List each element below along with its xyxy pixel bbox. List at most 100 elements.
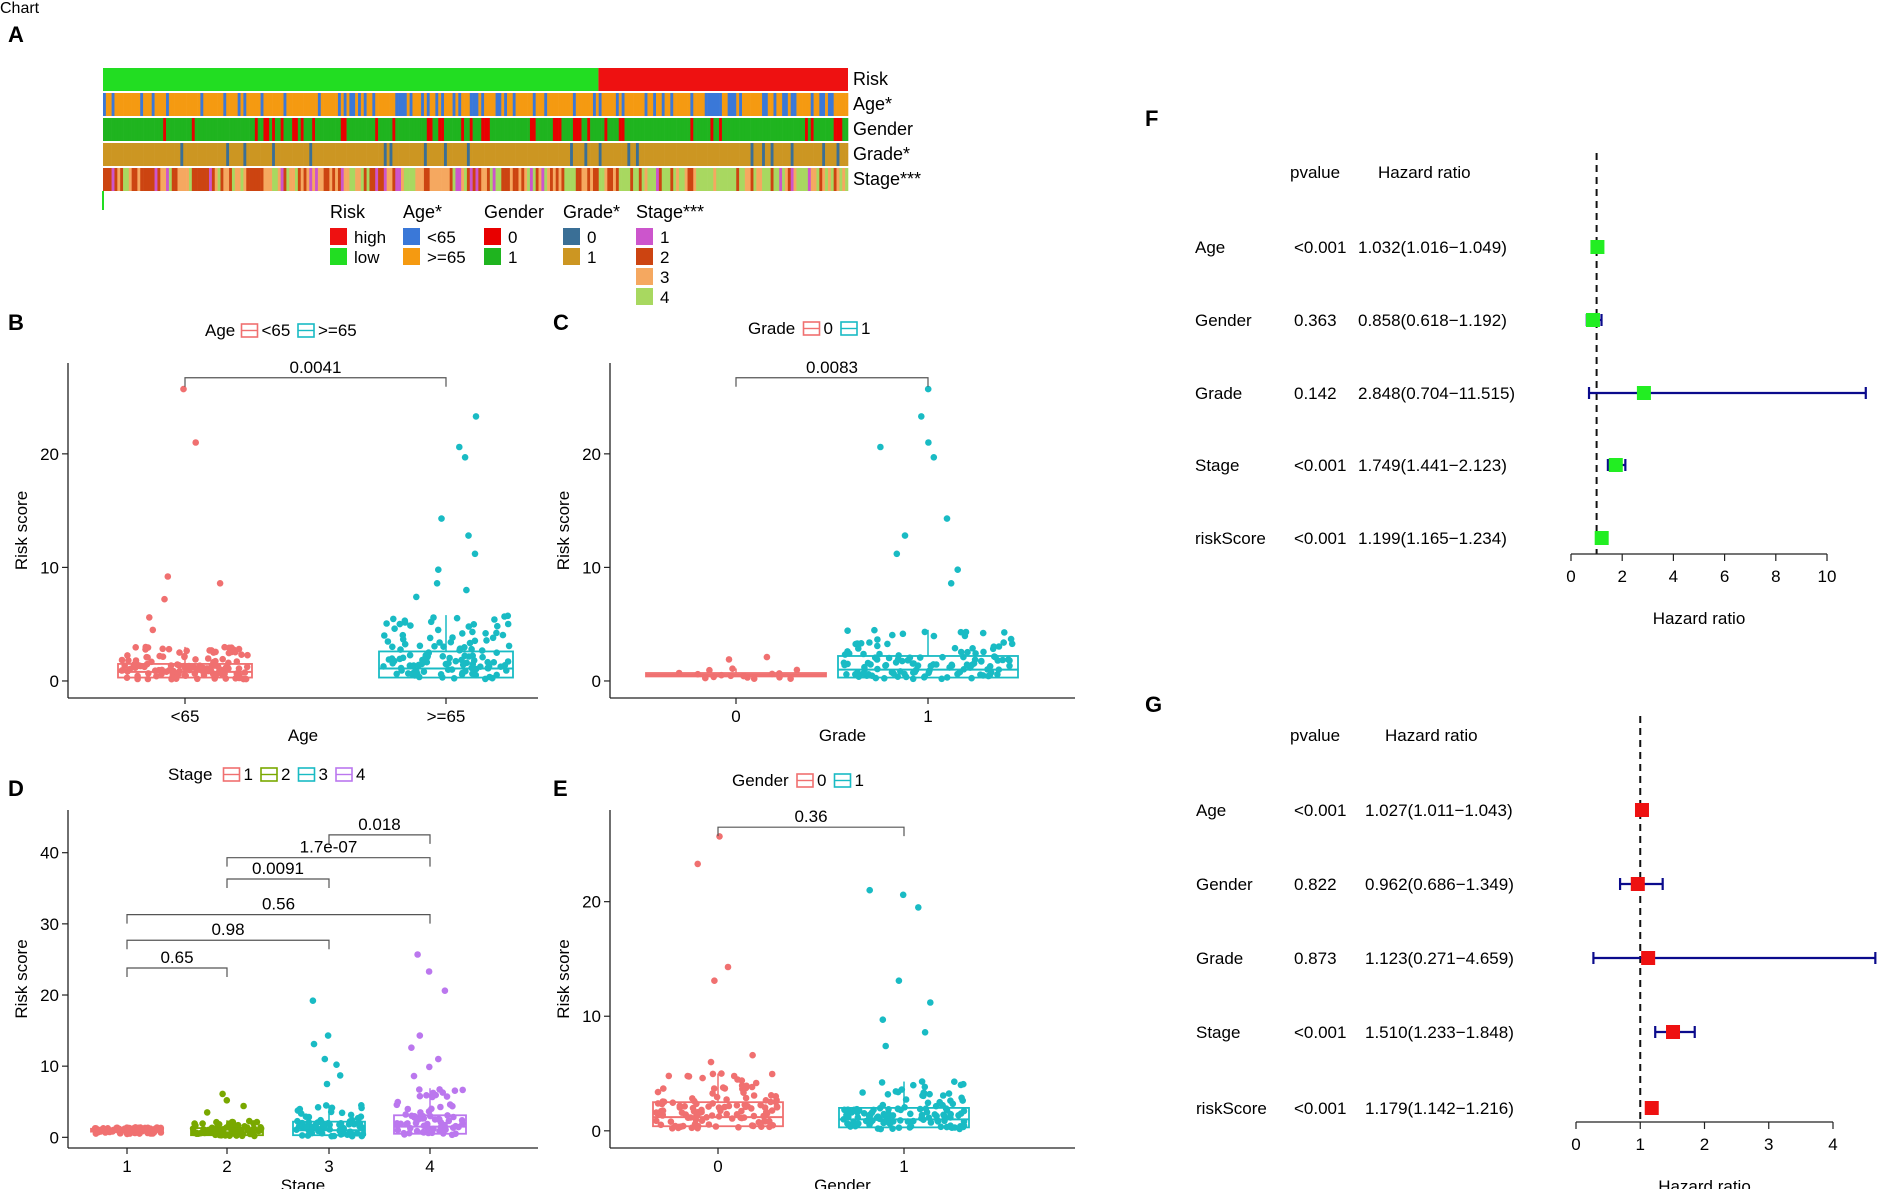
forest-row-hr: 2.848(0.704−11.515) — [1358, 384, 1515, 403]
heatmap-cell-gender — [481, 118, 485, 141]
data-point — [199, 1120, 206, 1127]
heatmap-cell-grade — [527, 143, 531, 166]
heatmap-cell-grade — [117, 143, 121, 166]
heatmap-cell-age — [819, 93, 823, 116]
data-point — [865, 671, 872, 678]
y-tick-label: 20 — [582, 893, 601, 912]
heatmap-cell-age — [229, 93, 233, 116]
data-point — [194, 675, 201, 683]
heatmap-cell-gender — [360, 118, 365, 141]
heatmap-cell-age — [567, 93, 571, 116]
heatmap-cell-stage — [567, 168, 571, 191]
heatmap-cell-age — [501, 93, 505, 116]
heatmap-cell-grade — [234, 143, 238, 166]
data-point — [437, 671, 445, 678]
heatmap-cell-gender — [346, 118, 350, 141]
heatmap-cell-grade — [472, 143, 476, 166]
heatmap-cell-gender — [372, 118, 376, 141]
outlier-point — [724, 963, 732, 971]
heatmap-cell-age — [475, 93, 479, 116]
heatmap-cell-gender — [358, 118, 362, 141]
data-point — [919, 1092, 926, 1099]
heatmap-cell-grade — [415, 143, 419, 166]
heatmap-cell-grade — [292, 143, 296, 166]
data-point — [709, 1070, 717, 1078]
heatmap-cell-grade — [134, 143, 138, 166]
heatmap-cell-gender — [217, 118, 221, 141]
comparison-bracket — [717, 826, 905, 837]
heatmap-cell-grade — [782, 143, 786, 166]
data-point — [459, 1086, 467, 1094]
heatmap-legend-label: 1 — [660, 228, 669, 247]
heatmap-cell-stage — [423, 168, 428, 191]
data-point — [865, 1113, 873, 1120]
heatmap-cell-stage — [283, 168, 287, 191]
heatmap-cell-stage — [452, 168, 456, 191]
data-point — [860, 1110, 868, 1117]
heatmap-cell-age — [309, 93, 313, 116]
heatmap-cell-grade — [148, 143, 153, 166]
heatmap-cell-stage — [180, 168, 184, 191]
data-point — [423, 1092, 430, 1099]
heatmap-cell-grade — [432, 143, 436, 166]
heatmap-cell-grade — [378, 143, 382, 166]
heatmap-cell-grade — [547, 143, 551, 166]
data-point — [491, 616, 498, 623]
heatmap-cell-grade — [300, 143, 304, 166]
data-point — [482, 630, 489, 637]
heatmap-cell-gender — [598, 118, 602, 141]
heatmap-cell-age — [280, 93, 284, 116]
heatmap-cell-grade — [647, 143, 651, 166]
outlier-point — [924, 385, 932, 393]
outlier-point — [416, 1032, 424, 1039]
legend-label: 1 — [855, 771, 864, 790]
box-iqr — [393, 1114, 467, 1135]
heatmap-cell-grade — [621, 143, 625, 166]
heatmap-cell-stage — [309, 168, 313, 191]
heatmap-legend-swatch — [636, 228, 653, 245]
heatmap-cell-gender — [484, 118, 488, 141]
heatmap-cell-age — [409, 93, 413, 116]
heatmap-cell-gender — [326, 118, 330, 141]
heatmap-cell-gender — [529, 118, 534, 141]
heatmap-legend-label: 1 — [587, 248, 596, 267]
heatmap-cell-gender — [816, 118, 820, 141]
heatmap-cell-stage — [650, 168, 654, 191]
heatmap-cell-age — [790, 93, 794, 116]
heatmap-legend-swatch — [484, 248, 501, 265]
heatmap-cell-gender — [518, 118, 522, 141]
data-point — [665, 1072, 673, 1080]
heatmap-cell-grade — [157, 143, 161, 166]
outlier-point — [433, 580, 441, 587]
data-point — [725, 1102, 733, 1110]
heatmap-cell-age — [114, 93, 118, 116]
data-point — [927, 1119, 935, 1126]
forest-x-tick-label: 0 — [1571, 1135, 1580, 1154]
heatmap-cell-gender — [762, 118, 766, 141]
outlier-point — [164, 573, 172, 580]
heatmap-cell-gender — [229, 118, 233, 141]
heatmap-cell-stage — [687, 168, 691, 191]
outlier-point — [240, 1102, 247, 1110]
data-point — [348, 1130, 355, 1138]
data-point — [479, 653, 486, 661]
heatmap-cell-stage — [383, 168, 387, 191]
outlier-point — [921, 1029, 929, 1036]
data-point — [692, 1116, 700, 1124]
heatmap-cell-grade — [810, 143, 814, 166]
risk-heatmap: RiskAge*GenderGrade*Stage***RiskhighlowA… — [102, 68, 921, 307]
forest-row-pvalue: 0.873 — [1294, 949, 1337, 968]
heatmap-cell-grade — [567, 143, 571, 166]
heatmap-cell-grade — [441, 143, 445, 166]
data-point — [505, 642, 513, 650]
data-point — [472, 671, 480, 679]
data-point — [416, 642, 424, 650]
heatmap-cell-grade — [140, 143, 144, 166]
heatmap-cell-gender — [111, 118, 115, 141]
heatmap-cell-grade — [822, 143, 826, 166]
heatmap-cell-stage — [432, 168, 436, 191]
heatmap-cell-grade — [604, 143, 608, 166]
data-point — [459, 630, 466, 637]
heatmap-cell-age — [621, 93, 625, 116]
data-point — [448, 666, 456, 673]
